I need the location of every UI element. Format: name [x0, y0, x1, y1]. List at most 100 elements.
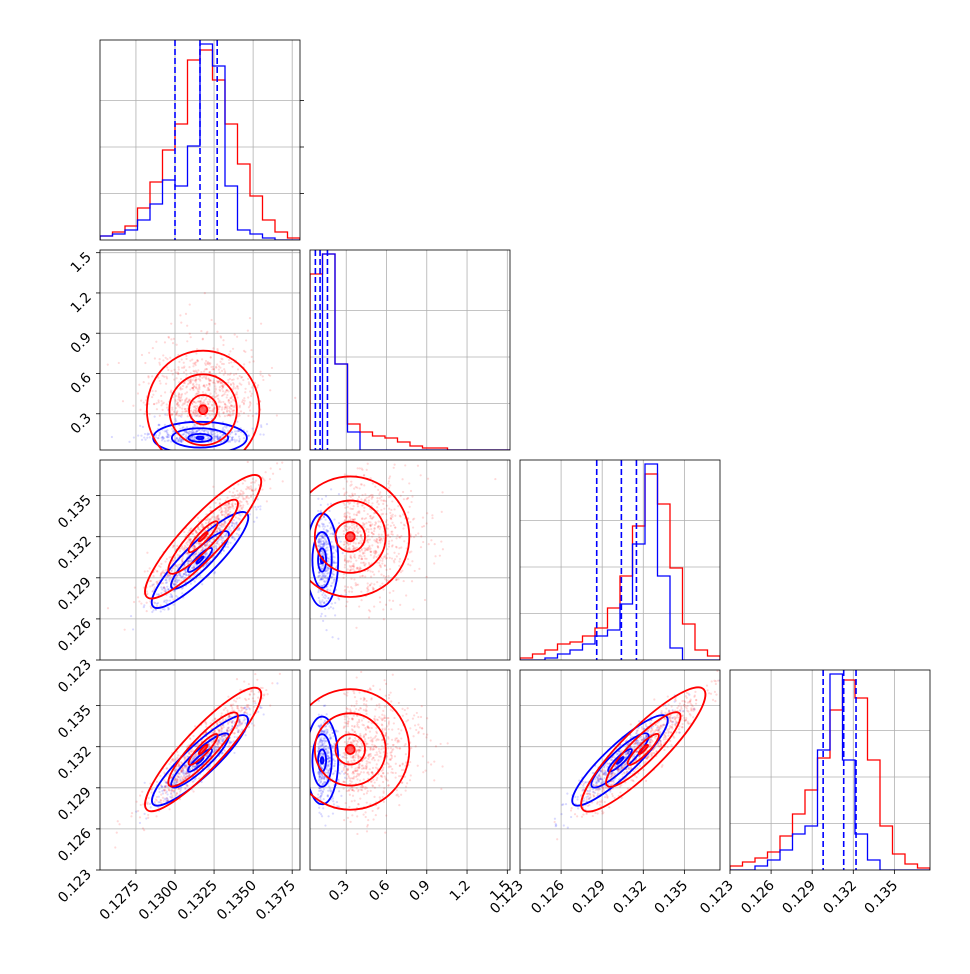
scatter-point	[356, 833, 358, 835]
scatter-point	[209, 371, 211, 373]
scatter-point	[252, 478, 254, 480]
scatter-point	[358, 691, 360, 693]
scatter-point	[224, 425, 226, 427]
scatter-point	[156, 603, 158, 605]
scatter-point	[245, 339, 247, 341]
scatter-point	[237, 729, 239, 731]
scatter-point	[186, 391, 188, 393]
scatter-point	[401, 570, 403, 572]
scatter-point	[143, 606, 145, 608]
scatter-point	[346, 526, 348, 528]
scatter-point	[219, 502, 221, 504]
scatter-point	[358, 510, 360, 512]
scatter-point	[281, 461, 283, 463]
scatter-point	[320, 615, 322, 617]
scatter-point	[236, 430, 238, 432]
scatter-point	[171, 413, 173, 415]
scatter-point	[360, 558, 362, 560]
scatter-point	[140, 804, 142, 806]
density-contour	[196, 437, 203, 439]
scatter-point	[402, 491, 404, 493]
scatter-point	[386, 548, 388, 550]
scatter-point	[379, 526, 381, 528]
scatter-point	[161, 588, 163, 590]
scatter-point	[224, 511, 226, 513]
density-contour	[346, 532, 355, 541]
scatter-point	[162, 375, 164, 377]
scatter-point	[411, 495, 413, 497]
scatter-point	[439, 555, 441, 557]
scatter-point	[384, 554, 386, 556]
scatter-point	[174, 557, 176, 559]
scatter-point	[229, 402, 231, 404]
scatter-point	[209, 506, 211, 508]
scatter-point	[269, 704, 271, 706]
scatter-point	[208, 398, 210, 400]
scatter-point	[224, 415, 226, 417]
scatter-point	[385, 579, 387, 581]
scatter-point	[369, 570, 371, 572]
scatter-point	[358, 557, 360, 559]
scatter-point	[180, 761, 182, 763]
scatter-point	[253, 521, 255, 523]
scatter-point	[350, 578, 352, 580]
scatter-point	[179, 563, 181, 565]
scatter-point	[185, 410, 187, 412]
scatter-point	[222, 540, 224, 542]
scatter-point	[159, 575, 161, 577]
scatter-point	[198, 397, 200, 399]
scatter-point	[343, 533, 345, 535]
scatter-point	[133, 436, 135, 438]
scatter-point	[434, 543, 436, 545]
scatter-point	[276, 462, 278, 464]
scatter-point	[410, 501, 412, 503]
scatter-point	[198, 429, 200, 431]
scatter-point	[366, 539, 368, 541]
scatter-point	[254, 481, 256, 483]
scatter-point	[177, 366, 179, 368]
scatter-point	[218, 414, 220, 416]
scatter-point	[233, 374, 235, 376]
scatter-point	[173, 369, 175, 371]
scatter-point	[194, 379, 196, 381]
scatter-point	[327, 530, 329, 532]
scatter-point	[166, 377, 168, 379]
scatter-point	[178, 404, 180, 406]
scatter-point	[412, 608, 414, 610]
scatter-point	[132, 405, 134, 407]
scatter-point	[344, 473, 346, 475]
scatter-point	[355, 559, 357, 561]
scatter-point	[263, 694, 265, 696]
scatter-point	[227, 546, 229, 548]
scatter-point	[159, 431, 161, 433]
scatter-point	[166, 767, 168, 769]
scatter-point	[161, 403, 163, 405]
scatter-point	[185, 434, 187, 436]
scatter-point	[231, 503, 233, 505]
scatter-point	[186, 432, 188, 434]
scatter-point	[233, 537, 235, 539]
scatter-point	[244, 498, 246, 500]
scatter-point	[218, 740, 220, 742]
scatter-point	[327, 525, 329, 527]
scatter-point	[232, 387, 234, 389]
scatter-point	[360, 498, 362, 500]
scatter-point	[360, 567, 362, 569]
scatter-point	[402, 528, 404, 530]
scatter-point	[248, 383, 250, 385]
scatter-point	[179, 387, 181, 389]
scatter-point	[414, 570, 416, 572]
scatter-point	[111, 436, 113, 438]
scatter-point	[363, 484, 365, 486]
scatter-point	[250, 395, 252, 397]
scatter-point	[382, 558, 384, 560]
scatter-point	[358, 496, 360, 498]
scatter-point	[266, 423, 268, 425]
scatter-point	[197, 390, 199, 392]
scatter-point	[424, 599, 426, 601]
scatter-point	[349, 526, 351, 528]
scatter-point	[346, 480, 348, 482]
scatter-point	[352, 530, 354, 532]
scatter-point	[424, 770, 426, 772]
scatter-point	[214, 382, 216, 384]
